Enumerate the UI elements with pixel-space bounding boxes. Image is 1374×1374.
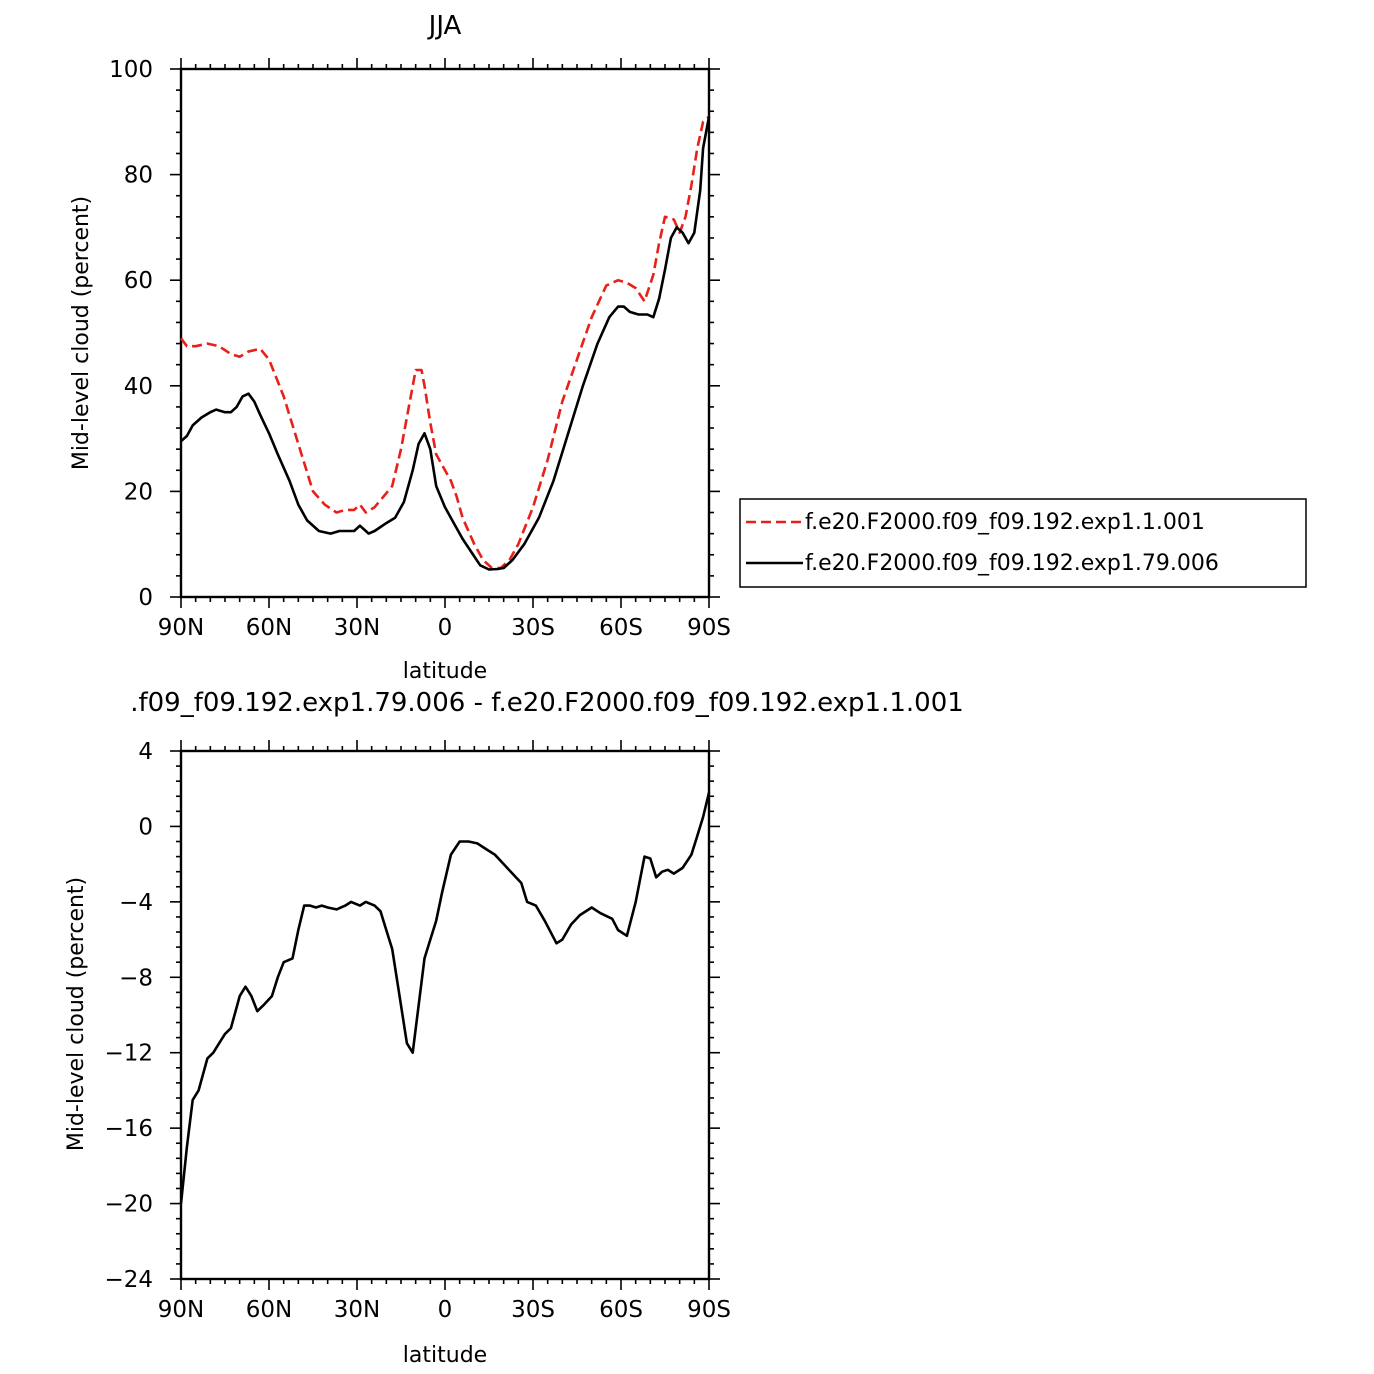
top-x-tick-label: 0 xyxy=(438,615,453,641)
legend: f.e20.F2000.f09_f09.192.exp1.1.001 f.e20… xyxy=(739,498,1307,588)
top-x-tick-label: 60N xyxy=(246,615,292,641)
bottom-y-tick-label: −12 xyxy=(104,1041,153,1067)
top-x-axis-label: latitude xyxy=(403,659,487,684)
bottom-plot-area: 90N 60N 30N 0 30S 60S 90S −24 −20 −16 −12 −8 −4 0 4 xyxy=(104,739,730,1323)
bottom-x-tick-label: 60S xyxy=(599,1297,643,1323)
top-x-tick-label: 30S xyxy=(511,615,555,641)
bottom-y-tick-label: −20 xyxy=(104,1192,153,1218)
top-y-tick-label: 20 xyxy=(124,479,153,505)
bottom-x-tick-label: 30N xyxy=(334,1297,380,1323)
bottom-y-tick-label: −24 xyxy=(104,1267,153,1293)
top-panel: JJA 90N 60N 30N 0 30S 60S 90S 0 20 40 60 80 100 lati… xyxy=(69,11,731,684)
bottom-x-tick-label: 90S xyxy=(687,1297,731,1323)
bottom-panel: .f09_f09.192.exp1.79.006 - f.e20.F2000.f… xyxy=(64,688,964,1368)
top-plot-area: 90N 60N 30N 0 30S 60S 90S 0 20 40 60 80 100 xyxy=(109,57,731,641)
bottom-y-axis-label: Mid-level cloud (percent) xyxy=(64,877,89,1151)
bottom-y-tick-label: −8 xyxy=(119,965,153,991)
top-series-line-1 xyxy=(179,115,710,570)
bottom-x-tick-label: 60N xyxy=(246,1297,292,1323)
bottom-chart-title: .f09_f09.192.exp1.79.006 - f.e20.F2000.f… xyxy=(130,688,964,718)
top-y-tick-label: 40 xyxy=(124,374,153,400)
legend-label-series-1: f.e20.F2000.f09_f09.192.exp1.1.001 xyxy=(805,510,1205,535)
top-y-tick-label: 100 xyxy=(109,57,153,83)
bottom-y-tick-label: −4 xyxy=(119,890,153,916)
bottom-x-tick-label: 0 xyxy=(438,1297,453,1323)
top-y-tick-label: 60 xyxy=(124,268,153,294)
bottom-series-line-1 xyxy=(179,792,711,1204)
top-y-tick-label: 80 xyxy=(124,163,153,189)
top-plot-frame xyxy=(179,67,711,599)
top-y-axis-label: Mid-level cloud (percent) xyxy=(69,196,94,470)
bottom-y-tick-label: 0 xyxy=(138,814,153,840)
bottom-x-axis-label: latitude xyxy=(403,1343,487,1368)
top-chart-title: JJA xyxy=(427,11,462,41)
top-x-tick-label: 90N xyxy=(158,615,204,641)
bottom-y-tick-label: −16 xyxy=(104,1116,153,1142)
top-x-tick-label: 90S xyxy=(687,615,731,641)
bottom-plot-frame xyxy=(179,749,711,1281)
top-x-tick-label: 30N xyxy=(334,615,380,641)
top-y-tick-label: 0 xyxy=(138,585,153,611)
bottom-y-tick-label: 4 xyxy=(138,739,153,765)
legend-box xyxy=(739,498,1307,588)
legend-label-series-2: f.e20.F2000.f09_f09.192.exp1.79.006 xyxy=(805,551,1219,576)
bottom-x-tick-label: 30S xyxy=(511,1297,555,1323)
bottom-x-tick-label: 90N xyxy=(158,1297,204,1323)
top-series-line-2 xyxy=(180,116,711,571)
top-x-tick-label: 60S xyxy=(599,615,643,641)
